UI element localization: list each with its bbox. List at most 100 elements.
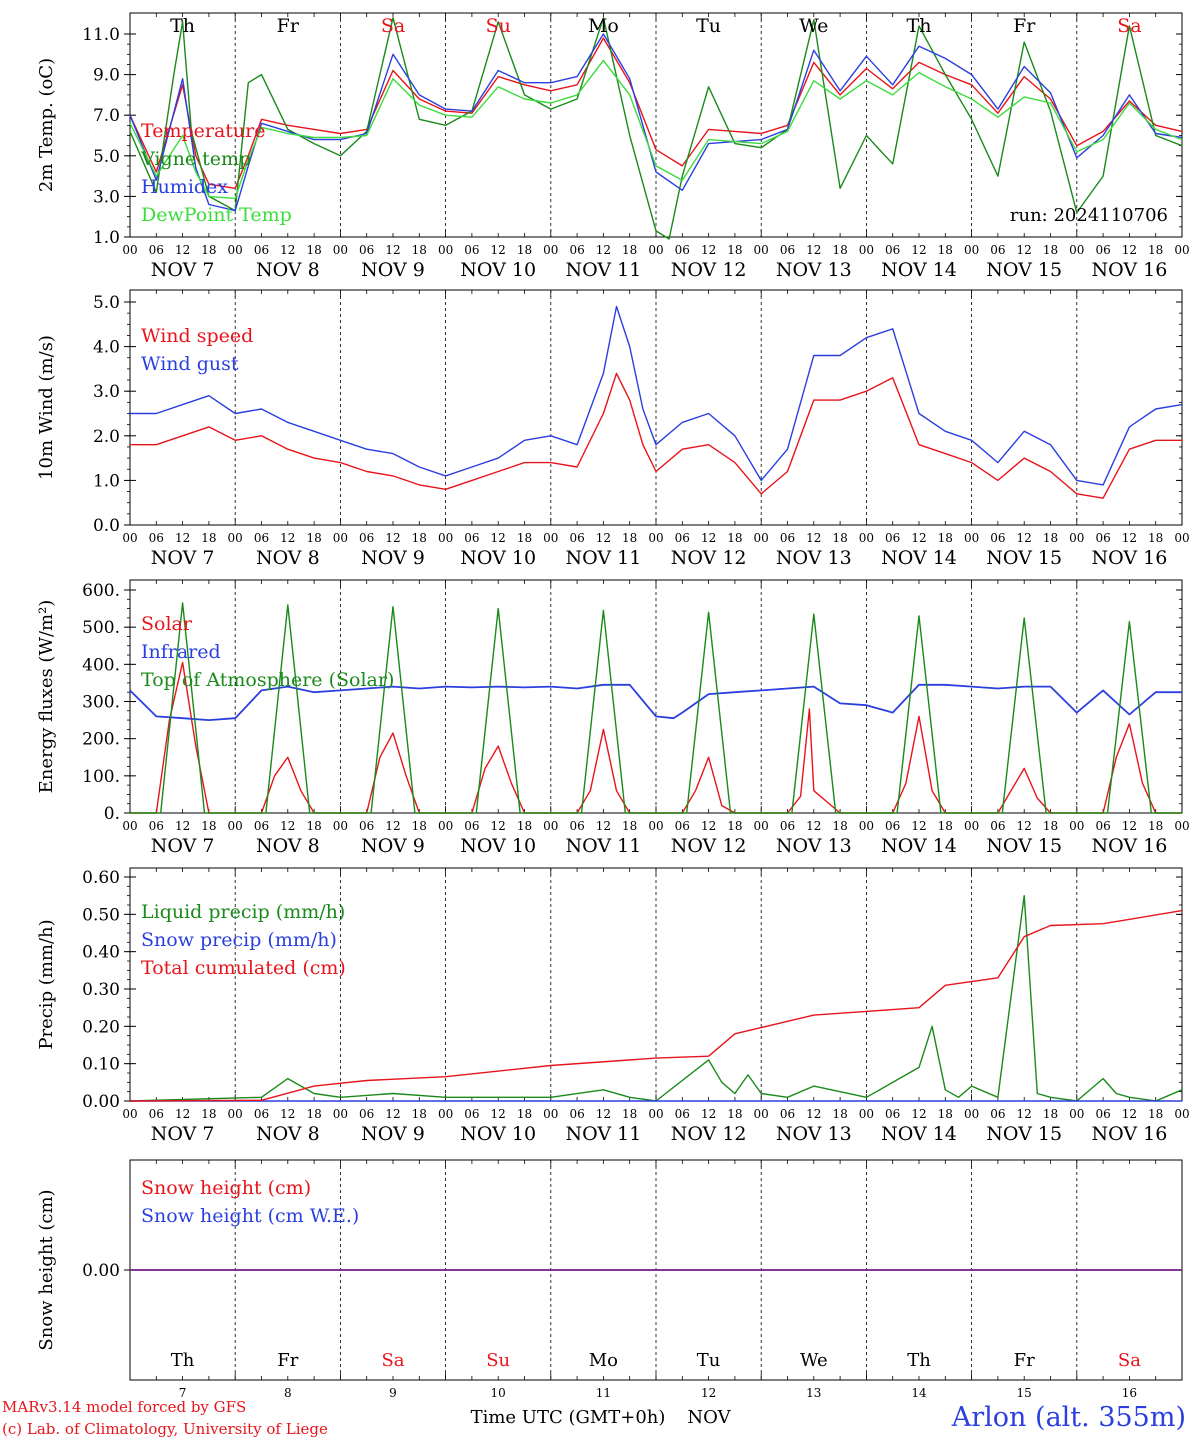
- day-abbr: Th: [907, 1350, 931, 1371]
- hour-tick-label: 18: [832, 531, 847, 545]
- date-label: NOV 10: [460, 835, 536, 857]
- date-label: NOV 8: [256, 547, 320, 569]
- hour-tick-label: 06: [149, 1107, 164, 1121]
- hour-tick-label: 18: [622, 1107, 637, 1121]
- series-line-temperature-1: [129, 17, 1183, 240]
- model-credit: MARv3.14 model forced by GFS: [2, 1398, 247, 1416]
- legend-entry: Snow precip (mm/h): [141, 929, 337, 951]
- legend-entry: Snow height (cm W.E.): [141, 1205, 359, 1227]
- hour-tick-label: 00: [122, 1107, 137, 1121]
- day-abbr: Mo: [589, 1350, 618, 1371]
- hour-tick-label: 12: [491, 531, 506, 545]
- hour-tick-label: 06: [569, 1107, 584, 1121]
- series-line-precip-0: [129, 895, 1183, 1102]
- y-tick-label: 7.0: [93, 106, 120, 126]
- y-tick-label: 4.0: [93, 338, 120, 358]
- legend-entry: Liquid precip (mm/h): [141, 901, 345, 923]
- legend-entry: Humidex: [141, 176, 228, 198]
- hour-tick-label: 06: [780, 531, 795, 545]
- hour-tick-label: 00: [228, 819, 243, 833]
- hour-tick-label: 00: [543, 531, 558, 545]
- day-abbr: Fr: [1013, 15, 1036, 37]
- panel-snow: 0.00 Snow height (cm) Snow height (cm) Snow…: [36, 1159, 1183, 1428]
- hour-tick-label: 00: [438, 819, 453, 833]
- date-label: NOV 10: [460, 259, 536, 281]
- hour-tick-label: 00: [1174, 819, 1189, 833]
- hour-tick-label: 18: [412, 531, 427, 545]
- hour-tick-label: 00: [333, 1107, 348, 1121]
- day-abbr: Tu: [697, 1350, 721, 1371]
- hour-tick-label: 12: [175, 1107, 190, 1121]
- hour-tick-label: 06: [780, 243, 795, 257]
- hour-tick-label: 12: [701, 243, 716, 257]
- hour-tick-label: 18: [201, 819, 216, 833]
- legend-entry: Top of Atmosphere (Solar): [141, 669, 394, 691]
- hour-tick-label: 00: [1174, 243, 1189, 257]
- hour-tick-label: 18: [938, 243, 953, 257]
- hour-tick-label: 12: [385, 243, 400, 257]
- hour-tick-label: 06: [675, 243, 690, 257]
- hour-tick-label: 06: [464, 531, 479, 545]
- run-annotation: run: 2024110706: [1010, 205, 1168, 226]
- hour-tick-label: 06: [464, 819, 479, 833]
- day-number: 9: [389, 1386, 397, 1400]
- date-label: NOV 14: [881, 835, 957, 857]
- hour-tick-label: 12: [596, 819, 611, 833]
- hour-tick-label: 00: [228, 1107, 243, 1121]
- hour-tick-label: 12: [280, 1107, 295, 1121]
- panel-wind: 0.0 1.0 2.0 3.0 4.0 5.0 10m Wind (m/s) Wind spe…: [36, 289, 1190, 569]
- hour-tick-label: 18: [1043, 819, 1058, 833]
- hour-tick-label: 12: [911, 243, 926, 257]
- hour-tick-label: 18: [727, 531, 742, 545]
- hour-tick-label: 00: [1069, 243, 1084, 257]
- day-abbr: Th: [170, 15, 195, 37]
- hour-tick-label: 12: [385, 1107, 400, 1121]
- hour-tick-label: 00: [333, 531, 348, 545]
- y-tick-label: 11.0: [82, 25, 120, 45]
- date-label: NOV 7: [151, 547, 215, 569]
- legend-entry: Total cumulated (cm): [141, 957, 346, 979]
- hour-tick-label: 12: [911, 819, 926, 833]
- hour-tick-label: 12: [491, 819, 506, 833]
- series-line-wind-0: [130, 372, 1182, 499]
- hour-tick-label: 06: [359, 243, 374, 257]
- hour-tick-label: 06: [149, 531, 164, 545]
- hour-tick-label: 00: [648, 531, 663, 545]
- y-tick-label: 0.10: [82, 1055, 120, 1075]
- date-label: NOV 15: [986, 1123, 1062, 1145]
- hour-tick-label: 00: [122, 243, 137, 257]
- date-label: NOV 8: [256, 1123, 320, 1145]
- hour-tick-label: 00: [754, 819, 769, 833]
- panel-precip: 0.00 0.10 0.20 0.30 0.40 0.50 0.60 Precip (mm/h…: [36, 867, 1190, 1145]
- hour-tick-label: 18: [622, 819, 637, 833]
- date-label: NOV 15: [986, 259, 1062, 281]
- hour-tick-label: 18: [938, 1107, 953, 1121]
- hour-tick-label: 12: [701, 1107, 716, 1121]
- hour-tick-label: 12: [806, 1107, 821, 1121]
- hour-tick-label: 06: [990, 243, 1005, 257]
- hour-tick-label: 06: [254, 1107, 269, 1121]
- day-number: 15: [1017, 1386, 1032, 1400]
- date-label: NOV 11: [565, 259, 641, 281]
- hour-tick-label: 00: [543, 243, 558, 257]
- hour-tick-label: 12: [175, 243, 190, 257]
- hour-tick-label: 12: [701, 819, 716, 833]
- hour-tick-label: 00: [438, 1107, 453, 1121]
- hour-tick-label: 06: [149, 243, 164, 257]
- hour-tick-label: 12: [1017, 1107, 1032, 1121]
- hour-tick-label: 18: [938, 531, 953, 545]
- legend-entry: DewPoint Temp: [141, 204, 292, 226]
- hour-tick-label: 06: [675, 819, 690, 833]
- y-axis-label: Snow height (cm): [36, 1189, 57, 1350]
- y-tick-label: 0.60: [82, 868, 120, 888]
- hour-tick-label: 06: [885, 1107, 900, 1121]
- hour-tick-label: 06: [569, 531, 584, 545]
- hour-tick-label: 06: [359, 819, 374, 833]
- hour-tick-label: 06: [359, 531, 374, 545]
- date-label: NOV 12: [671, 1123, 747, 1145]
- hour-tick-label: 12: [806, 531, 821, 545]
- y-axis-label: 2m Temp. (oC): [36, 58, 57, 192]
- day-abbr: Th: [171, 1350, 195, 1371]
- hour-tick-label: 06: [254, 819, 269, 833]
